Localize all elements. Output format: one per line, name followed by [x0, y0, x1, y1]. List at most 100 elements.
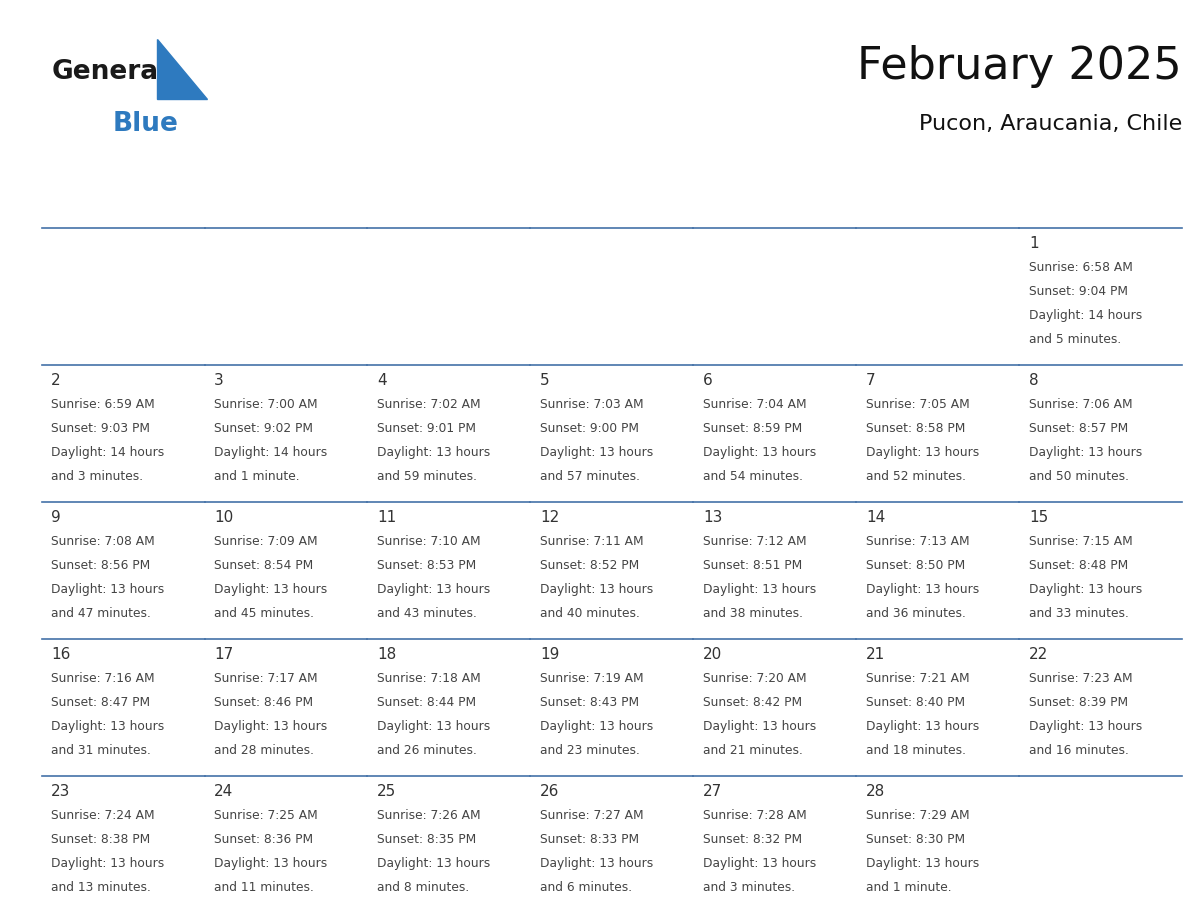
Text: Sunrise: 7:25 AM: Sunrise: 7:25 AM	[214, 809, 318, 823]
Text: 5: 5	[541, 373, 550, 388]
Text: Sunrise: 7:08 AM: Sunrise: 7:08 AM	[51, 535, 156, 548]
Text: 10: 10	[214, 510, 234, 525]
Text: 18: 18	[378, 647, 397, 663]
Text: and 8 minutes.: and 8 minutes.	[378, 881, 469, 894]
Text: Sunset: 8:59 PM: Sunset: 8:59 PM	[703, 421, 802, 435]
Text: Sunrise: 7:23 AM: Sunrise: 7:23 AM	[1029, 672, 1132, 685]
Text: Daylight: 13 hours: Daylight: 13 hours	[378, 720, 491, 733]
Text: Sunrise: 6:58 AM: Sunrise: 6:58 AM	[1029, 261, 1133, 274]
Text: Sunrise: 7:11 AM: Sunrise: 7:11 AM	[541, 535, 644, 548]
Text: and 1 minute.: and 1 minute.	[214, 470, 299, 483]
Text: 9: 9	[51, 510, 61, 525]
Text: and 6 minutes.: and 6 minutes.	[541, 881, 632, 894]
Text: and 50 minutes.: and 50 minutes.	[1029, 470, 1129, 483]
Text: and 13 minutes.: and 13 minutes.	[51, 881, 151, 894]
Text: General: General	[52, 59, 168, 84]
Text: and 31 minutes.: and 31 minutes.	[51, 744, 151, 757]
Text: Sunset: 9:01 PM: Sunset: 9:01 PM	[378, 421, 476, 435]
Text: and 43 minutes.: and 43 minutes.	[378, 607, 478, 620]
Text: and 5 minutes.: and 5 minutes.	[1029, 332, 1121, 345]
Text: Sunset: 9:02 PM: Sunset: 9:02 PM	[214, 421, 314, 435]
Text: Daylight: 13 hours: Daylight: 13 hours	[51, 583, 165, 596]
Text: 17: 17	[214, 647, 234, 663]
Text: Saturday: Saturday	[1029, 195, 1111, 209]
Text: Daylight: 13 hours: Daylight: 13 hours	[378, 857, 491, 870]
Text: Pucon, Araucania, Chile: Pucon, Araucania, Chile	[918, 114, 1182, 134]
Text: Sunrise: 7:03 AM: Sunrise: 7:03 AM	[541, 397, 644, 410]
Text: 13: 13	[703, 510, 722, 525]
Text: Sunrise: 7:09 AM: Sunrise: 7:09 AM	[214, 535, 318, 548]
Text: Sunset: 8:30 PM: Sunset: 8:30 PM	[866, 834, 965, 846]
Text: 14: 14	[866, 510, 885, 525]
Text: Sunset: 8:58 PM: Sunset: 8:58 PM	[866, 421, 966, 435]
Text: Sunset: 8:50 PM: Sunset: 8:50 PM	[866, 559, 965, 572]
Text: 1: 1	[1029, 236, 1038, 251]
Text: Sunrise: 7:05 AM: Sunrise: 7:05 AM	[866, 397, 969, 410]
Text: and 18 minutes.: and 18 minutes.	[866, 744, 966, 757]
Text: Sunset: 8:56 PM: Sunset: 8:56 PM	[51, 559, 151, 572]
Text: Monday: Monday	[214, 195, 285, 209]
Text: Sunrise: 7:20 AM: Sunrise: 7:20 AM	[703, 672, 807, 685]
Text: Sunset: 8:38 PM: Sunset: 8:38 PM	[51, 834, 151, 846]
Text: Daylight: 13 hours: Daylight: 13 hours	[51, 720, 165, 733]
Text: Daylight: 14 hours: Daylight: 14 hours	[214, 446, 328, 459]
Text: Sunset: 8:46 PM: Sunset: 8:46 PM	[214, 696, 314, 709]
Text: 16: 16	[51, 647, 71, 663]
Text: Thursday: Thursday	[703, 195, 786, 209]
Text: 27: 27	[703, 785, 722, 800]
Polygon shape	[157, 39, 207, 99]
Text: 23: 23	[51, 785, 71, 800]
Text: Daylight: 13 hours: Daylight: 13 hours	[378, 446, 491, 459]
Text: Daylight: 14 hours: Daylight: 14 hours	[1029, 308, 1142, 321]
Text: and 38 minutes.: and 38 minutes.	[703, 607, 803, 620]
Text: Daylight: 13 hours: Daylight: 13 hours	[214, 857, 328, 870]
Text: Friday: Friday	[866, 195, 922, 209]
Text: 19: 19	[541, 647, 560, 663]
Text: Daylight: 13 hours: Daylight: 13 hours	[1029, 583, 1142, 596]
Text: Sunset: 8:57 PM: Sunset: 8:57 PM	[1029, 421, 1129, 435]
Text: Daylight: 13 hours: Daylight: 13 hours	[541, 446, 653, 459]
Text: Sunset: 8:54 PM: Sunset: 8:54 PM	[214, 559, 314, 572]
Text: Daylight: 13 hours: Daylight: 13 hours	[1029, 720, 1142, 733]
Text: Sunset: 8:35 PM: Sunset: 8:35 PM	[378, 834, 476, 846]
Text: Sunrise: 7:21 AM: Sunrise: 7:21 AM	[866, 672, 969, 685]
Text: Daylight: 13 hours: Daylight: 13 hours	[703, 583, 816, 596]
Text: 28: 28	[866, 785, 885, 800]
Text: Sunset: 8:36 PM: Sunset: 8:36 PM	[214, 834, 314, 846]
Text: Sunset: 8:40 PM: Sunset: 8:40 PM	[866, 696, 965, 709]
Text: and 52 minutes.: and 52 minutes.	[866, 470, 966, 483]
Text: Daylight: 13 hours: Daylight: 13 hours	[378, 583, 491, 596]
Text: Sunrise: 7:12 AM: Sunrise: 7:12 AM	[703, 535, 807, 548]
Text: Daylight: 14 hours: Daylight: 14 hours	[51, 446, 165, 459]
Text: Sunset: 9:03 PM: Sunset: 9:03 PM	[51, 421, 151, 435]
Text: Sunrise: 7:02 AM: Sunrise: 7:02 AM	[378, 397, 481, 410]
Text: and 40 minutes.: and 40 minutes.	[541, 607, 640, 620]
Text: 3: 3	[214, 373, 225, 388]
Text: Sunrise: 7:13 AM: Sunrise: 7:13 AM	[866, 535, 969, 548]
Text: and 26 minutes.: and 26 minutes.	[378, 744, 478, 757]
Text: and 3 minutes.: and 3 minutes.	[703, 881, 795, 894]
Text: and 21 minutes.: and 21 minutes.	[703, 744, 803, 757]
Text: Sunrise: 7:16 AM: Sunrise: 7:16 AM	[51, 672, 154, 685]
Text: Daylight: 13 hours: Daylight: 13 hours	[866, 583, 979, 596]
Text: Sunrise: 7:24 AM: Sunrise: 7:24 AM	[51, 809, 154, 823]
Text: Daylight: 13 hours: Daylight: 13 hours	[214, 720, 328, 733]
Text: Daylight: 13 hours: Daylight: 13 hours	[866, 446, 979, 459]
Text: Sunrise: 6:59 AM: Sunrise: 6:59 AM	[51, 397, 156, 410]
Text: Sunrise: 7:28 AM: Sunrise: 7:28 AM	[703, 809, 807, 823]
Text: Sunset: 8:32 PM: Sunset: 8:32 PM	[703, 834, 802, 846]
Text: Sunrise: 7:27 AM: Sunrise: 7:27 AM	[541, 809, 644, 823]
Text: Sunset: 8:39 PM: Sunset: 8:39 PM	[1029, 696, 1129, 709]
Text: 11: 11	[378, 510, 397, 525]
Text: and 47 minutes.: and 47 minutes.	[51, 607, 151, 620]
Text: Daylight: 13 hours: Daylight: 13 hours	[51, 857, 165, 870]
Text: and 3 minutes.: and 3 minutes.	[51, 470, 144, 483]
Text: Daylight: 13 hours: Daylight: 13 hours	[541, 857, 653, 870]
Text: 25: 25	[378, 785, 397, 800]
Text: 2: 2	[51, 373, 61, 388]
Text: Blue: Blue	[113, 111, 178, 137]
Text: Wednesday: Wednesday	[541, 195, 644, 209]
Text: Daylight: 13 hours: Daylight: 13 hours	[1029, 446, 1142, 459]
Text: Sunset: 8:52 PM: Sunset: 8:52 PM	[541, 559, 639, 572]
Text: and 28 minutes.: and 28 minutes.	[214, 744, 315, 757]
